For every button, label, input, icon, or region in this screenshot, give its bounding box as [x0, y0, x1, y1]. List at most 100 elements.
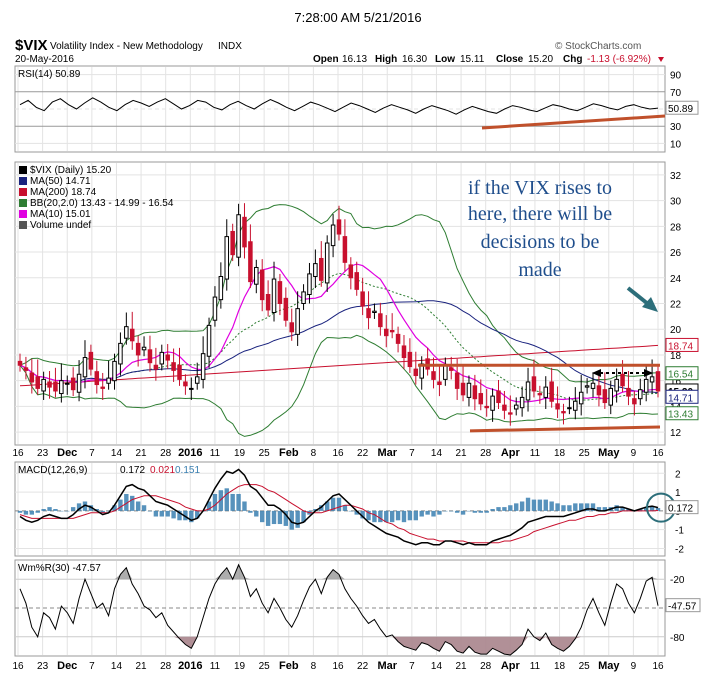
macd-hist-bar: [147, 510, 153, 512]
macd-legend-signal: 0.021: [150, 465, 175, 476]
macd-hist-bar: [537, 499, 543, 511]
open-label: Open: [313, 54, 339, 65]
candle-body: [65, 382, 70, 385]
wmr-line: [19, 563, 659, 656]
macd-hist-bar: [348, 510, 354, 512]
macd-hist-bar: [596, 507, 602, 511]
candle-body: [35, 376, 40, 389]
macd-hist-bar: [265, 510, 271, 526]
x-tick-label: 16: [652, 661, 664, 672]
price-y-tick: 30: [670, 197, 682, 208]
macd-grid: [15, 463, 665, 555]
price-tag: 14.71: [668, 393, 693, 404]
x-tick-label: 11: [210, 448, 221, 459]
candle-body: [248, 241, 253, 283]
macd-hist-bar: [82, 501, 88, 511]
candle-body: [112, 360, 117, 382]
macd-hist-bar: [271, 510, 277, 525]
macd-hist-bar: [301, 510, 306, 523]
macd-hist-bar: [466, 510, 472, 512]
legend-swatch: [19, 188, 27, 196]
x-tick-label: 2016: [178, 660, 202, 672]
candle-body: [70, 377, 76, 391]
x-tick-label: 19: [234, 661, 246, 672]
legend-swatch: [19, 210, 27, 218]
legend-swatch: [19, 221, 27, 229]
x-tick-label: 25: [259, 448, 271, 459]
macd-hist-bar: [508, 505, 513, 511]
candle-body: [277, 281, 283, 304]
price-tag-box: [665, 389, 699, 404]
ma50-line: [19, 300, 659, 394]
close-label: Close: [496, 54, 524, 65]
candle-body: [242, 216, 247, 248]
candle-body: [289, 322, 294, 333]
macd-legend-macd: 0.172: [120, 465, 145, 476]
price-y-tick: 18: [670, 351, 682, 362]
pointer-arrow-line: [626, 286, 650, 306]
candle-body: [460, 382, 466, 396]
candle-body: [17, 360, 23, 366]
x-tick-label: 7: [409, 448, 415, 459]
x-tick-label: 8: [311, 661, 317, 672]
price-layer: [17, 203, 661, 437]
macd-hist-bar: [419, 510, 424, 517]
macd-hist-bar: [549, 501, 554, 511]
macd-y-tick: 1: [675, 488, 681, 499]
x-tick-label: 14: [431, 661, 443, 672]
low-label: Low: [435, 54, 455, 65]
note-line-2: here, there will be: [468, 203, 612, 225]
macd-hist-bar: [41, 509, 46, 511]
macd-hist-bar: [655, 508, 661, 511]
macd-hist-bar: [401, 510, 407, 523]
candle-body: [100, 386, 105, 389]
macd-y-tick: -1: [675, 526, 684, 537]
legend-entry: $VIX (Daily) 15.20: [30, 165, 112, 176]
x-tick-label: Mar: [377, 447, 397, 459]
macd-hist-bar: [65, 510, 70, 512]
macd-hist-bar: [478, 510, 483, 513]
candle-body: [638, 389, 643, 400]
macd-hist-bar: [502, 507, 507, 511]
wmr-legend: Wm%R(30) -47.57: [18, 563, 101, 574]
candle-body: [478, 393, 484, 405]
macd-y-axis: 210-1-20.172: [665, 469, 699, 555]
exchange: INDX: [218, 41, 242, 52]
macd-hist-bar: [484, 510, 489, 513]
wmr-y-tick: -80: [670, 633, 685, 644]
price-grid: [15, 163, 665, 444]
macd-hist-bar: [620, 507, 625, 511]
close-value: 15.20: [528, 54, 553, 65]
candle-body: [531, 376, 537, 392]
x-tick-label: 25: [579, 661, 591, 672]
candle-body: [513, 404, 519, 410]
arrow-left-icon: [592, 368, 601, 377]
candle-body: [254, 266, 259, 285]
macd-hist-bar: [171, 510, 176, 519]
macd-hist-bar: [431, 510, 436, 517]
macd-hist-bar: [649, 506, 655, 511]
candle-body: [124, 326, 129, 339]
x-tick-label: 8: [311, 448, 317, 459]
candle-body: [384, 328, 389, 337]
macd-hist-bar: [47, 507, 52, 511]
candle-body: [590, 382, 596, 389]
candle-body: [620, 373, 625, 387]
x-tick-label: 16: [332, 448, 344, 459]
x-tick-label: 25: [579, 448, 591, 459]
macd-hist-bar: [277, 510, 283, 525]
candle-body: [584, 385, 590, 388]
candle-body: [573, 400, 578, 411]
macd-hist-bar: [212, 493, 218, 511]
macd-hist-bar: [248, 510, 253, 513]
low-value: 15.11: [460, 54, 485, 65]
macd-hist-bar: [614, 505, 619, 511]
price-tag-box: [665, 366, 699, 381]
x-tick-label: 21: [456, 661, 468, 672]
macd-hist-bar: [454, 510, 460, 513]
candle-body: [271, 278, 277, 314]
x-tick-label: 28: [480, 448, 492, 459]
macd-hist-bar: [224, 488, 229, 511]
